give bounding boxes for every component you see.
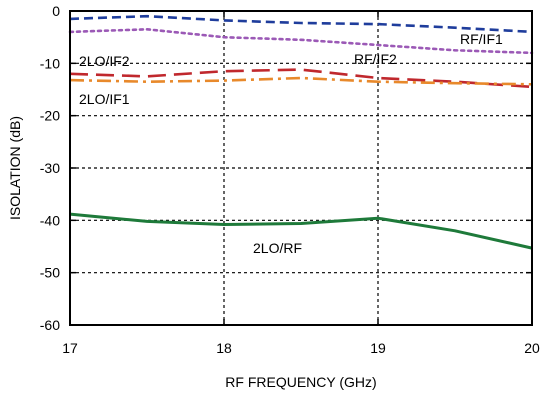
series-line-2lo-rf	[69, 212, 533, 250]
y-axis-title: ISOLATION (dB)	[7, 116, 23, 220]
y-tick-label: 0	[52, 3, 60, 19]
grid-lines	[70, 11, 532, 325]
x-tick-label: 17	[62, 340, 78, 356]
series-label-2lo-if1: 2LO/IF1	[79, 91, 130, 107]
series-line-rf-if1	[69, 14, 533, 34]
series-labels: RF/IF1 RF/IF2 2LO/IF2 2LO/IF1 2LO/RF	[79, 31, 503, 256]
series-label-rf-if2: RF/IF2	[354, 51, 397, 67]
series-lines	[68, 14, 534, 250]
x-axis-title: RF FREQUENCY (GHz)	[225, 374, 376, 390]
series-label-2lo-rf: 2LO/RF	[253, 240, 302, 256]
series-line-2lo-if2	[69, 68, 533, 89]
x-tick-label: 18	[216, 340, 232, 356]
x-tick-label: 19	[370, 340, 386, 356]
series-line-2lo-if1	[69, 76, 533, 86]
y-tick-label: -10	[40, 55, 60, 71]
y-tick-label: -50	[40, 265, 60, 281]
y-tick-label: -30	[40, 160, 60, 176]
y-tick-label: -60	[40, 317, 60, 333]
x-tick-label: 20	[524, 340, 540, 356]
y-tick-label: -20	[40, 108, 60, 124]
series-label-2lo-if2: 2LO/IF2	[79, 53, 130, 69]
y-tick-label: -40	[40, 212, 60, 228]
series-line-rf-if2	[68, 27, 534, 55]
series-label-rf-if1: RF/IF1	[460, 31, 503, 47]
